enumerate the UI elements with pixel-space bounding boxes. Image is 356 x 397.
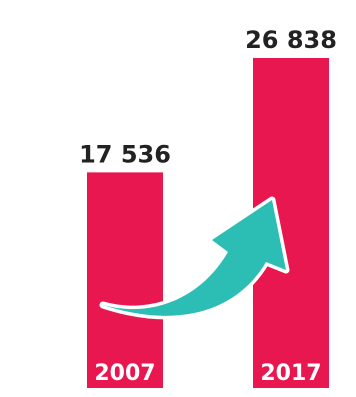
bar-2007 (87, 172, 163, 388)
value-label-2007: 17 536 (79, 140, 171, 168)
growth-arrow-icon (103, 200, 286, 316)
arrow-layer (99, 196, 290, 320)
value-label-2017: 26 838 (245, 26, 337, 54)
category-label-2017: 2017 (260, 361, 321, 386)
bars-layer (87, 58, 329, 388)
category-label-2007: 2007 (94, 361, 155, 386)
labels-layer: 17 536 2007 26 838 2017 (79, 26, 337, 386)
